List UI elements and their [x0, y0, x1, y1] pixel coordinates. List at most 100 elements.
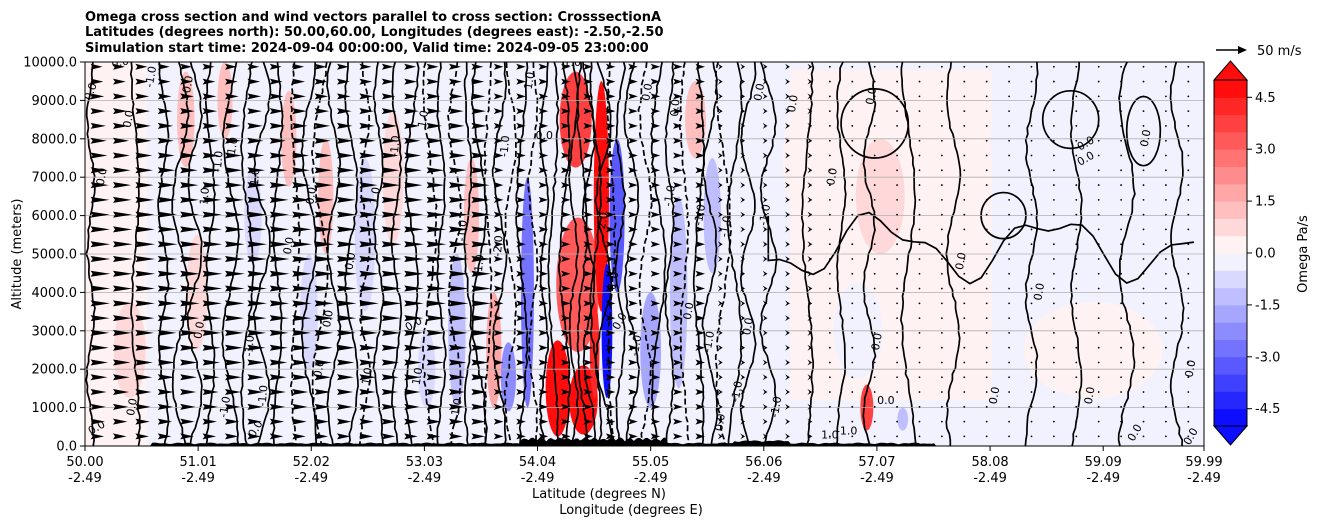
wind-vector: [292, 241, 312, 248]
wind-vector: [180, 329, 199, 336]
wind-vector: [807, 403, 813, 410]
wind-vector: [828, 332, 831, 334]
wind-vector: [807, 93, 813, 100]
wind-vector: [225, 196, 244, 203]
wind-vector: [851, 258, 854, 260]
wind-vector: [561, 270, 571, 277]
wind-vector: [828, 184, 831, 186]
wind-vector: [628, 122, 638, 129]
wind-vector: [1120, 243, 1123, 246]
y-tick-label: 2000.0: [32, 363, 78, 378]
wind-vector: [940, 361, 943, 364]
wind-vector: [1097, 391, 1100, 393]
wind-vector: [828, 80, 831, 83]
wind-vector: [269, 344, 288, 351]
colorbar-tick-label: -3.0: [1255, 350, 1280, 365]
x-tick-label-lat: 58.08: [971, 455, 1008, 470]
wind-vector: [426, 315, 446, 322]
wind-vector: [807, 241, 813, 248]
wind-vector: [695, 122, 706, 129]
wind-vector: [90, 108, 106, 115]
wind-vector: [314, 255, 335, 262]
wind-vector: [247, 167, 266, 174]
wind-vector: [628, 211, 638, 218]
wind-vector: [785, 122, 790, 129]
wind-vector: [381, 63, 394, 70]
colorbar: -4.5 -3.0 -1.5 0.0 1.5 3.0 4.5: [1212, 60, 1280, 446]
wind-vector: [1097, 95, 1100, 98]
wind-vector: [292, 300, 312, 307]
wind-vector: [359, 255, 380, 262]
contour-line-negative: [311, 62, 330, 446]
wind-vector: [673, 167, 683, 174]
wind-vector: [381, 403, 398, 410]
y-tick-label: 0.0: [56, 440, 77, 455]
contour-label: 1.0: [821, 428, 839, 441]
wind-vector: [202, 78, 216, 85]
wind-vector: [1008, 317, 1010, 320]
wind-vector: [516, 270, 526, 277]
wind-vector: [538, 93, 549, 100]
wind-vector: [873, 302, 876, 305]
wind-vector: [1053, 198, 1055, 201]
wind-vector: [202, 359, 221, 366]
y-axis-label: Altitude (meters): [10, 199, 25, 310]
wind-vector: [673, 196, 683, 203]
contour-label: 1.0: [522, 71, 538, 90]
wind-vector: [269, 137, 286, 144]
wind-vector: [828, 376, 831, 379]
wind-vector: [471, 300, 491, 307]
wind-vector: [1097, 332, 1100, 334]
wind-vector: [157, 403, 174, 410]
wind-vector: [113, 344, 132, 351]
wind-vector: [337, 196, 356, 203]
wind-vector: [247, 418, 262, 425]
wind-vector: [1008, 258, 1010, 260]
wind-vector: [292, 374, 310, 381]
wind-vector: [851, 125, 854, 127]
wind-vector: [1187, 287, 1190, 290]
wind-vector: [1165, 361, 1167, 364]
omega-cell: [783, 100, 821, 216]
wind-vector: [717, 108, 723, 115]
wind-vector: [785, 285, 790, 292]
wind-vector: [828, 435, 831, 438]
wind-vector: [269, 241, 290, 248]
wind-vector: [583, 93, 594, 100]
wind-vector: [113, 182, 132, 189]
colorbar-segment: [1214, 166, 1247, 185]
wind-vector: [807, 196, 813, 203]
contour-label: -1.0: [211, 150, 226, 173]
wind-vector: [180, 418, 195, 425]
wind-vector: [471, 315, 491, 322]
wind-vector: [1053, 317, 1055, 320]
wind-vector: [807, 315, 813, 322]
contour-label: 0.0: [535, 129, 553, 142]
wind-vector: [605, 389, 616, 396]
wind-vector: [628, 63, 638, 70]
wind-vector: [381, 93, 396, 100]
wind-vector: [605, 196, 616, 203]
wind-vector: [269, 63, 282, 70]
wind-vector: [113, 63, 125, 70]
wind-vector: [1097, 213, 1100, 216]
contour-label: 0.0: [320, 309, 336, 328]
wind-vector: [1008, 435, 1010, 438]
wind-vector: [381, 196, 401, 203]
wind-vector: [337, 418, 352, 425]
colorbar-segment: [1214, 322, 1247, 340]
wind-vector: [269, 196, 289, 203]
wind-vector: [493, 285, 504, 292]
wind-vector: [583, 389, 594, 396]
wind-vector: [314, 196, 334, 203]
wind-vector: [292, 344, 311, 351]
wind-vector: [918, 435, 921, 438]
wind-vector: [292, 285, 312, 292]
wind-vector: [493, 374, 504, 381]
wind-vector: [963, 361, 966, 364]
wind-vector: [650, 182, 661, 189]
colorbar-tick-label: 4.5: [1255, 91, 1276, 106]
wind-vector: [650, 329, 661, 336]
wind-vector: [1097, 125, 1100, 127]
wind-vector: [1120, 95, 1123, 98]
